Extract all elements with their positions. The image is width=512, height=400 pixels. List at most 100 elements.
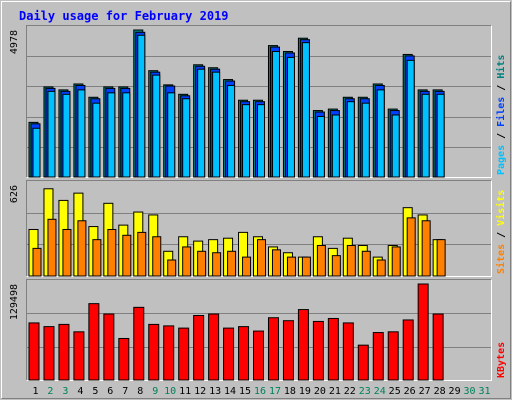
panel-2-kbytes-bar xyxy=(178,327,190,381)
panel-1-sites-bar xyxy=(212,252,222,277)
panel-0-pages-bar xyxy=(316,115,325,178)
panel-1-sites-bar xyxy=(107,228,117,277)
x-tick-label: 1 xyxy=(32,386,38,397)
x-tick-label: 17 xyxy=(269,386,281,397)
panel-2-kbytes-bar xyxy=(208,313,220,381)
panel-1-sites-bar xyxy=(167,259,177,277)
panel-1-sites-bar xyxy=(227,250,237,277)
panel-0-pages-bar xyxy=(92,102,101,178)
x-tick-label: 4 xyxy=(77,386,83,397)
panel-0-pages-bar xyxy=(107,92,116,178)
x-tick-label: 11 xyxy=(179,386,191,397)
x-tick-label: 24 xyxy=(374,386,386,397)
panel-1-sites-bar xyxy=(47,218,57,277)
panel-0-pages-bar xyxy=(227,84,236,178)
panel-2-kbytes-bar xyxy=(88,303,100,381)
panel-1-legend-visits: Visits xyxy=(495,190,507,226)
panel-0-legend-separator: / xyxy=(496,127,507,145)
panel-0-pages-bar xyxy=(122,92,131,178)
panel-0-frame-light xyxy=(26,25,492,178)
panel-1-sites-bar xyxy=(257,239,267,277)
panel-2-kbytes-bar xyxy=(357,344,369,381)
panel-0-pages-bar xyxy=(212,71,221,178)
panel-1-sites-bar xyxy=(406,217,416,277)
panel-1-frame-dark xyxy=(26,180,492,277)
panel-0-pages-bar xyxy=(47,90,56,178)
panel-2-frame-light xyxy=(26,279,492,381)
panel-2-frame-dark xyxy=(26,279,492,381)
panel-0-pages-bar xyxy=(257,104,266,178)
panel-2-kbytes-bar xyxy=(312,320,324,381)
panel-0-pages-bar xyxy=(331,114,340,178)
panel-2-kbytes-bar xyxy=(342,322,354,381)
x-tick-label: 31 xyxy=(478,386,490,397)
panel-1-sites-bar xyxy=(286,256,296,277)
x-tick-label: 10 xyxy=(164,386,176,397)
panel-2-kbytes-bar xyxy=(432,313,444,381)
panel-1-sites-bar xyxy=(242,256,252,277)
x-tick-label: 21 xyxy=(329,386,341,397)
panel-1-ymax-label: 626 xyxy=(9,185,20,203)
panel-0-pages-bar xyxy=(301,42,310,178)
x-tick-label: 23 xyxy=(359,386,371,397)
panel-1-legend-sites: Sites xyxy=(495,244,507,274)
panel-0-pages-bar xyxy=(242,104,251,178)
panel-0-legend-hits: Hits xyxy=(495,55,507,79)
panel-1-sites-bar xyxy=(376,259,386,277)
panel-1-sites-bar xyxy=(316,244,326,277)
panel-1-sites-bar xyxy=(137,231,147,277)
panel-2-kbytes-bar xyxy=(118,337,130,381)
panel-2-kbytes-bar xyxy=(43,326,55,381)
panel-1-sites-bar xyxy=(391,246,401,277)
panel-2-kbytes-bar xyxy=(417,283,429,381)
panel-2-kbytes-bar xyxy=(372,332,384,381)
panel-2-kbytes-bar xyxy=(327,317,339,381)
panel-0-pages-bar xyxy=(406,59,415,178)
panel-0-pages-bar xyxy=(182,98,191,178)
panel-2-kbytes-bar xyxy=(193,315,205,381)
panel-1-sites-bar xyxy=(436,239,446,277)
panel-2-kbytes-bar xyxy=(163,325,175,381)
panel-0-legend: Pages / Files / Hits xyxy=(495,55,507,175)
panel-0-pages-bar xyxy=(421,93,430,178)
x-tick-label: 27 xyxy=(419,386,431,397)
panel-1-sites-bar xyxy=(301,256,311,277)
panel-1-sites-bar xyxy=(152,236,162,277)
panel-0-pages-bar xyxy=(346,101,355,178)
panel-2-kbytes-bar xyxy=(133,306,145,381)
panel-2-legend: KBytes xyxy=(496,342,507,378)
panel-0-pages-bar xyxy=(361,102,370,178)
panel-0-pages-bar xyxy=(271,50,280,178)
panel-1-sites-bar xyxy=(62,228,72,277)
panel-2-kbytes-bar xyxy=(282,320,294,381)
panel-2-kbytes-bar xyxy=(238,326,250,381)
x-tick-label: 20 xyxy=(314,386,326,397)
panel-0-pages-bar xyxy=(152,74,161,178)
panel-1-sites-bar xyxy=(331,255,341,277)
panel-2-kbytes-bar xyxy=(58,323,70,381)
x-tick-label: 13 xyxy=(209,386,221,397)
x-tick-label: 26 xyxy=(404,386,416,397)
panel-0-pages-bar xyxy=(376,89,385,178)
panel-1-sites-bar xyxy=(197,250,207,277)
panel-2-kbytes-bar xyxy=(267,317,279,381)
panel-1-sites-bar xyxy=(346,244,356,277)
x-tick-label: 8 xyxy=(137,386,143,397)
panel-2-legend-kbytes: KBytes xyxy=(496,342,507,378)
panel-2-kbytes-bar xyxy=(223,327,235,381)
panel-2-kbytes-bar xyxy=(297,309,309,381)
panel-0-pages-bar xyxy=(391,114,400,178)
panel-0-pages-bar xyxy=(167,92,176,178)
panel-0-pages-bar xyxy=(62,93,71,178)
panel-0-pages-bar xyxy=(436,93,445,178)
panel-2-kbytes-bar xyxy=(73,331,85,381)
panel-2-kbytes-bar xyxy=(148,323,160,381)
panel-1-sites-bar xyxy=(421,220,431,277)
panel-1-frame-light xyxy=(26,180,492,277)
x-tick-label: 15 xyxy=(239,386,251,397)
panel-2-kbytes-bar xyxy=(28,322,40,381)
panel-0-pages-bar xyxy=(197,68,206,178)
x-tick-label: 25 xyxy=(389,386,401,397)
